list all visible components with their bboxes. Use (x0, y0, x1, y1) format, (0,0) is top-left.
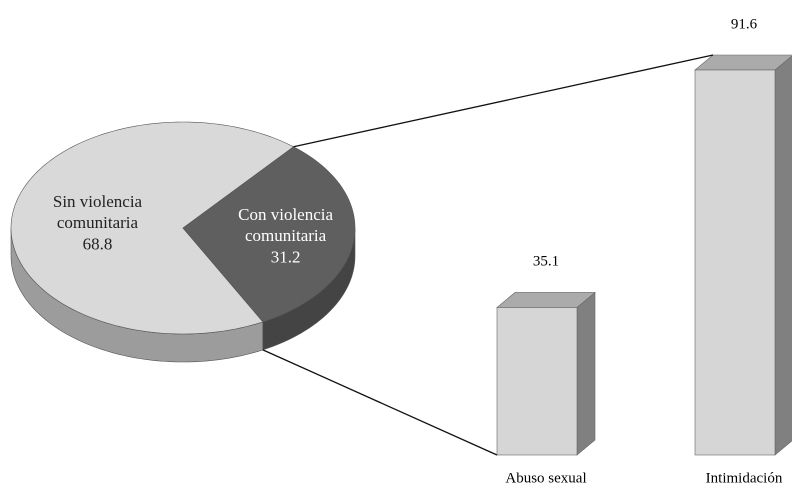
bar-category: Abuso sexual (505, 470, 587, 487)
bar-category: Intimidación (705, 470, 783, 487)
bar (496, 307, 578, 456)
pie-value: 68.8 (82, 234, 113, 254)
bar-value: 35.1 (532, 253, 560, 270)
bar-side (774, 55, 792, 456)
pie-label: Sin violencia comunitaria (52, 192, 143, 233)
connector (293, 54, 714, 148)
bar (694, 69, 776, 456)
pie-label: Con violencia comunitaria (238, 204, 334, 245)
bar-top (694, 54, 792, 71)
bar-value: 91.6 (730, 16, 758, 33)
pie-value: 31.2 (270, 247, 301, 267)
connector (262, 349, 498, 456)
pie-slice (182, 146, 356, 323)
pie-slice (10, 121, 295, 335)
bar-side (576, 291, 596, 456)
